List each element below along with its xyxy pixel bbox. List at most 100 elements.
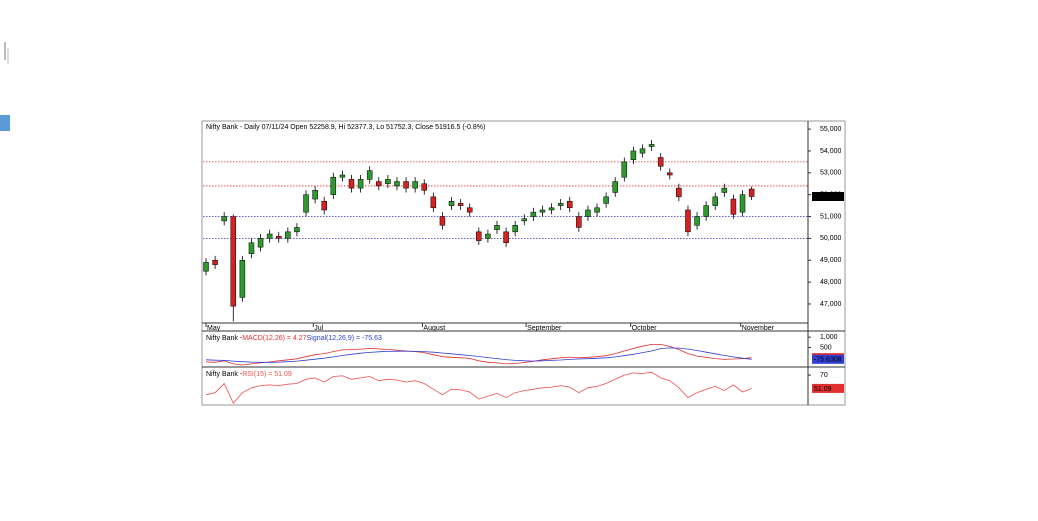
candle-body: [494, 225, 500, 230]
candle-body: [421, 183, 427, 191]
candle-body: [530, 211, 537, 217]
candle-body: [330, 176, 337, 195]
candle-body: [312, 190, 318, 200]
y-tick-label: 55,000: [820, 126, 842, 133]
candle-body: [385, 179, 391, 184]
candle-body: [685, 209, 691, 233]
candle-body: [212, 260, 218, 265]
candle-body: [539, 209, 546, 213]
value-tag: [812, 354, 844, 364]
title-part: RSI(15) = 51.09: [242, 371, 292, 378]
x-tick-label: September: [527, 325, 562, 332]
candle-body: [376, 181, 382, 187]
x-tick-label: August: [423, 325, 445, 332]
candle-body: [548, 207, 555, 211]
x-tick-label: November: [742, 325, 775, 332]
candle-body: [221, 216, 227, 222]
title-part: Nifty Bank -: [206, 371, 243, 378]
candle-body: [594, 207, 600, 213]
candle-body: [703, 205, 709, 217]
candle-body: [739, 194, 746, 213]
candle-body: [457, 203, 464, 206]
candle-body: [248, 242, 255, 254]
y-tick-label: 1,000: [820, 334, 838, 341]
y-tick-label: 53,000: [820, 170, 842, 177]
candle-body: [266, 233, 273, 239]
candle-body: [321, 200, 327, 211]
artifact: [7, 48, 9, 64]
y-tick-label: 51,000: [820, 213, 842, 220]
candle-body: [294, 227, 300, 233]
artifact: [4, 42, 6, 60]
y-tick-label: 47,000: [820, 301, 842, 308]
candle-body: [439, 216, 446, 226]
title-part: Nifty Bank -: [206, 335, 243, 342]
candle-body: [485, 233, 491, 239]
candle-body: [285, 231, 291, 239]
candle-body: [512, 225, 518, 233]
title-part: MACD(12,26) = 4.27: [242, 335, 306, 342]
candle-body: [448, 200, 455, 206]
indicator-line: [205, 343, 752, 366]
candle-body: [403, 181, 409, 189]
candle-body: [257, 238, 264, 248]
candle-body: [585, 209, 591, 217]
candle-body: [503, 231, 509, 244]
value-tag: [812, 383, 844, 393]
title-part: Signal(12,26,9) = -75.63: [307, 335, 382, 342]
value-tag: [812, 191, 844, 201]
candle-body: [521, 218, 528, 222]
x-tick-label: Jul: [314, 325, 323, 332]
candle-body: [612, 181, 618, 193]
title-part: Nifty Bank - Daily 07/11/24 Open 52258.9…: [206, 124, 485, 131]
candle-body: [394, 181, 400, 187]
candle-body: [566, 200, 573, 209]
y-tick-label: 70: [820, 372, 828, 379]
candle-body: [348, 179, 355, 189]
y-tick-label: 48,000: [820, 279, 842, 286]
candle-body: [357, 179, 364, 189]
candle-body: [303, 194, 309, 213]
candle-body: [430, 196, 437, 209]
y-tick-label: 50,000: [820, 235, 842, 242]
panel-title: Nifty Bank -RSI(15) = 51.09: [206, 371, 292, 378]
x-tick-label: October: [632, 325, 658, 332]
candle-body: [648, 144, 655, 147]
candle-body: [203, 262, 209, 272]
candle-body: [603, 196, 609, 204]
candle-body: [694, 216, 700, 226]
candle-body: [466, 207, 473, 213]
candle-body: [412, 181, 418, 189]
indicator-line: [205, 371, 752, 405]
candle-body: [339, 174, 346, 178]
candle-body: [630, 150, 637, 160]
candle-body: [712, 196, 718, 206]
y-tick-label: 500: [820, 344, 832, 351]
value-tag-label: 51,916.5: [814, 194, 841, 201]
candle-body: [230, 216, 237, 307]
candle-body: [576, 216, 582, 228]
value-tag-label: -75.6308: [814, 357, 842, 364]
plot: 47,00048,00049,00050,00051,00052,00053,0…: [203, 124, 844, 405]
candle-body: [667, 172, 673, 176]
candle-body: [239, 260, 246, 298]
candle-body: [557, 203, 564, 206]
side-tab: [0, 115, 10, 131]
panel-title: Nifty Bank -MACD(12,26) = 4.27Signal(12,…: [206, 335, 382, 342]
value-tag-label: 51.09: [814, 386, 832, 393]
candle-body: [366, 170, 373, 180]
candle-body: [476, 231, 482, 241]
candle-body: [657, 157, 664, 167]
panel-title: Nifty Bank - Daily 07/11/24 Open 52258.9…: [206, 124, 485, 131]
candle-body: [639, 148, 646, 154]
candle-body: [730, 198, 737, 215]
candle-body: [276, 235, 282, 239]
candle-body: [748, 188, 755, 197]
x-tick-label: May: [207, 325, 221, 332]
y-tick-label: 54,000: [820, 148, 842, 155]
candle-body: [621, 161, 628, 178]
y-tick-label: 49,000: [820, 257, 842, 264]
candle-body: [676, 187, 682, 198]
candle-body: [721, 187, 728, 193]
indicator-line: [205, 347, 752, 363]
